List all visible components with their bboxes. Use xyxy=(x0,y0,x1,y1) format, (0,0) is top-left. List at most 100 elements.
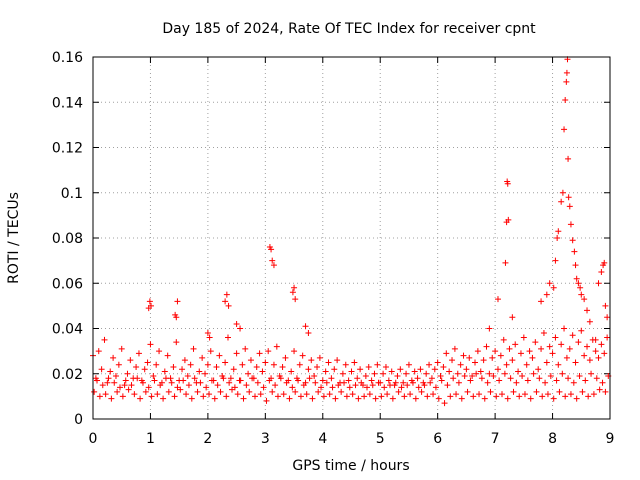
data-point xyxy=(224,334,231,341)
data-point xyxy=(552,334,559,341)
x-tick-label: 0 xyxy=(89,431,98,447)
data-point xyxy=(227,375,234,382)
data-point xyxy=(438,377,445,384)
data-point xyxy=(602,302,609,309)
data-point xyxy=(121,382,128,389)
data-point xyxy=(585,393,592,400)
data-point xyxy=(510,388,517,395)
data-point xyxy=(567,391,574,398)
data-point xyxy=(507,375,514,382)
data-point xyxy=(509,357,516,364)
data-point xyxy=(190,345,197,352)
data-point xyxy=(187,361,194,368)
data-point xyxy=(352,382,359,389)
data-point xyxy=(553,377,560,384)
data-point xyxy=(348,368,355,375)
data-point xyxy=(357,366,364,373)
data-point xyxy=(427,379,434,386)
data-point xyxy=(223,291,230,298)
data-point xyxy=(550,284,557,291)
data-point xyxy=(470,393,477,400)
data-point xyxy=(476,391,483,398)
data-point xyxy=(530,370,537,377)
data-point xyxy=(502,259,509,266)
data-point xyxy=(153,361,160,368)
x-tick-label: 6 xyxy=(433,431,442,447)
data-marks xyxy=(90,56,612,407)
data-point xyxy=(592,348,599,355)
data-point xyxy=(519,373,526,380)
data-point xyxy=(546,343,553,350)
data-point xyxy=(451,345,458,352)
data-point xyxy=(573,395,580,402)
data-point xyxy=(168,379,175,386)
data-point xyxy=(95,348,102,355)
y-tick-label: 0 xyxy=(74,412,83,428)
data-point xyxy=(561,126,568,133)
data-point xyxy=(147,341,154,348)
data-point xyxy=(526,348,533,355)
data-point xyxy=(96,393,103,400)
data-point xyxy=(335,382,342,389)
data-point xyxy=(203,384,210,391)
data-point xyxy=(586,357,593,364)
data-point xyxy=(486,325,493,332)
data-point xyxy=(145,384,152,391)
data-point xyxy=(449,357,456,364)
data-point xyxy=(364,384,371,391)
data-point xyxy=(434,359,441,366)
data-point xyxy=(565,155,572,162)
data-point xyxy=(405,361,412,368)
data-point xyxy=(432,384,439,391)
data-point xyxy=(489,354,496,361)
data-point xyxy=(596,386,603,393)
data-point xyxy=(197,379,204,386)
data-point xyxy=(588,370,595,377)
data-point xyxy=(165,388,172,395)
data-point xyxy=(575,339,582,346)
data-point xyxy=(601,350,608,357)
data-point xyxy=(590,391,597,398)
data-point xyxy=(332,395,339,402)
data-point xyxy=(559,370,566,377)
data-point xyxy=(484,379,491,386)
data-point xyxy=(469,373,476,380)
data-point xyxy=(308,357,315,364)
data-point xyxy=(102,391,109,398)
data-point xyxy=(516,393,523,400)
data-point xyxy=(573,275,580,282)
data-point xyxy=(392,379,399,386)
data-point xyxy=(421,382,428,389)
data-point xyxy=(381,384,388,391)
data-point xyxy=(247,357,254,364)
data-point xyxy=(154,391,161,398)
data-point xyxy=(358,379,365,386)
data-point xyxy=(566,203,573,210)
data-point xyxy=(354,375,361,382)
data-point xyxy=(395,388,402,395)
data-point xyxy=(571,248,578,255)
data-point xyxy=(397,366,404,373)
y-tick-label: 0.16 xyxy=(52,50,83,66)
data-point xyxy=(295,377,302,384)
data-point xyxy=(270,361,277,368)
data-point xyxy=(527,395,534,402)
data-point xyxy=(602,388,609,395)
x-axis-label: GPS time / hours xyxy=(292,458,409,474)
data-point xyxy=(494,366,501,373)
data-point xyxy=(269,257,276,264)
data-point xyxy=(480,357,487,364)
data-point xyxy=(343,393,350,400)
data-point xyxy=(538,345,545,352)
data-point xyxy=(128,382,135,389)
data-point xyxy=(546,280,553,287)
data-point xyxy=(202,370,209,377)
data-point xyxy=(569,237,576,244)
data-point xyxy=(204,330,211,337)
data-point xyxy=(331,366,338,373)
data-point xyxy=(401,393,408,400)
data-point xyxy=(472,359,479,366)
data-point xyxy=(457,361,464,368)
